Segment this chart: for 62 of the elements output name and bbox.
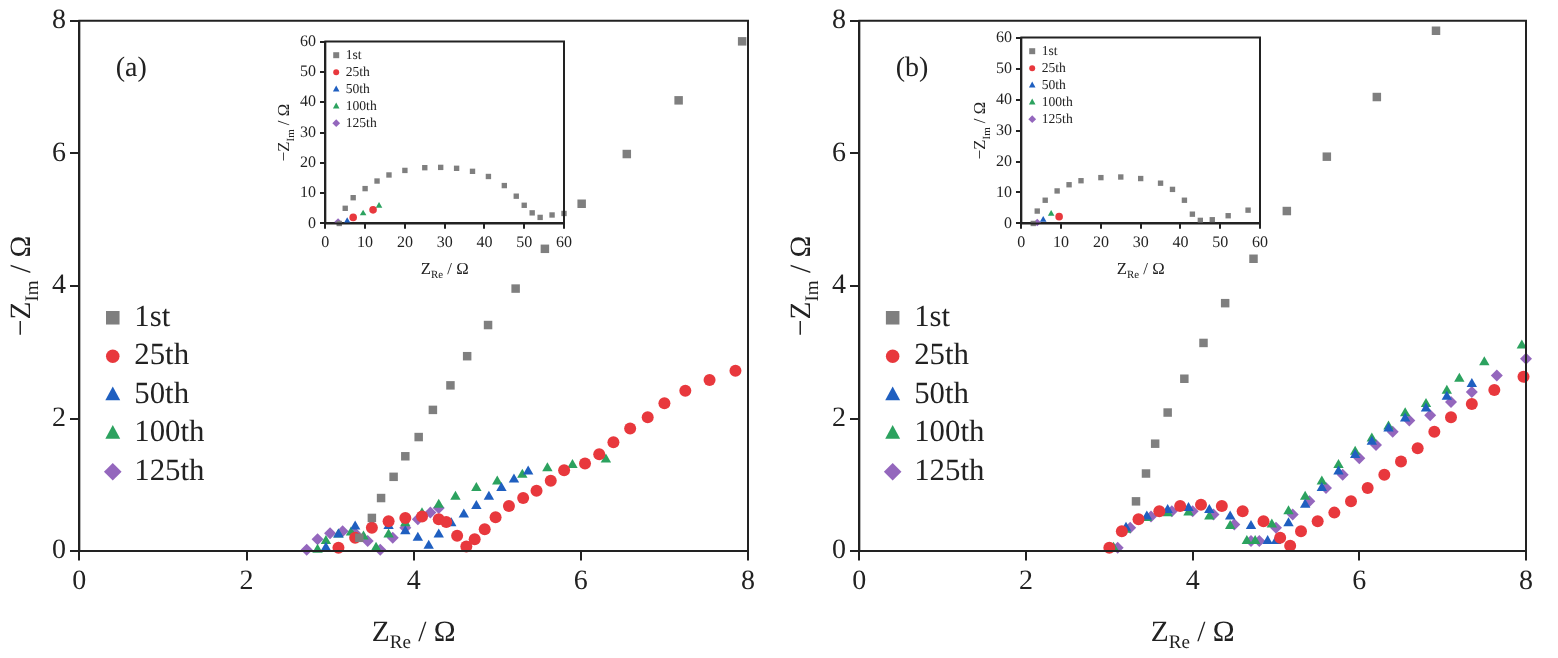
legend-label: 100th (134, 415, 206, 450)
x-tick-label: 50 (516, 232, 533, 251)
y-tick-label: 6 (832, 138, 846, 169)
annotation: (a) (115, 53, 148, 84)
y-tick-label: 10 (300, 183, 316, 202)
x-tick-label: 30 (1132, 232, 1149, 251)
y-tick-label: 4 (832, 271, 846, 302)
x-tick-label: 10 (357, 232, 374, 251)
x-tick-label: 8 (1519, 566, 1533, 597)
x-tick-label: 40 (476, 232, 493, 251)
y-tick-label: 2 (52, 403, 66, 434)
legend-label: 125th (914, 453, 985, 488)
y-tick-label: 8 (52, 6, 66, 37)
annotation: (b) (895, 53, 930, 84)
x-tick-label: 0 (1017, 232, 1026, 251)
legend-label: 1st (134, 299, 172, 334)
legend-label: 125th (134, 453, 206, 488)
y-tick-label: 20 (300, 153, 316, 172)
x-tick-label: 2 (1019, 566, 1033, 597)
x-tick-label: 0 (852, 566, 867, 597)
legend-label: 25th (914, 338, 970, 373)
x-tick-label: 20 (396, 232, 413, 251)
y-tick-label: 10 (996, 182, 1012, 201)
y-tick-label: 8 (832, 6, 846, 37)
x-tick-label: 30 (436, 232, 453, 251)
x-tick-label: 40 (1172, 232, 1189, 251)
y-tick-label: 30 (300, 122, 316, 141)
y-tick-label: 0 (832, 536, 846, 567)
x-tick-label: 4 (406, 566, 421, 597)
x-tick-label: 4 (1185, 566, 1200, 597)
legend-label: 50th (134, 376, 190, 411)
x-tick-label: 60 (556, 232, 572, 251)
y-tick-label: 4 (52, 271, 66, 302)
x-tick-label: 10 (1053, 232, 1070, 251)
legend-label: 50th (914, 376, 970, 411)
y-tick-label: 20 (996, 151, 1012, 170)
y-tick-label: 40 (300, 92, 316, 111)
y-tick-label: 60 (996, 27, 1012, 46)
x-tick-label: 6 (573, 566, 588, 597)
x-tick-label: 20 (1092, 232, 1109, 251)
x-tick-label: 2 (239, 566, 254, 597)
legend-label: 25th (134, 338, 190, 373)
y-tick-label: 0 (52, 536, 66, 567)
x-tick-label: 50 (1212, 232, 1229, 251)
y-tick-label: 6 (52, 138, 66, 169)
y-tick-label: 50 (300, 62, 316, 81)
x-tick-label: 6 (1352, 566, 1367, 597)
legend-label: 1st (914, 299, 952, 334)
legend-label: 100th (914, 415, 985, 450)
x-tick-label: 0 (321, 232, 330, 251)
y-tick-label: 2 (832, 403, 846, 434)
y-tick-label: 60 (300, 31, 316, 50)
y-axis-title: −ZIm / Ω (786, 235, 824, 337)
y-tick-label: 0 (1004, 213, 1012, 232)
y-axis-title: −ZIm / Ω (6, 235, 44, 337)
x-tick-label: 8 (741, 566, 755, 597)
x-tick-label: 60 (1252, 232, 1268, 251)
y-tick-label: 30 (996, 120, 1012, 139)
y-tick-label: 0 (308, 213, 316, 232)
y-tick-label: 40 (996, 89, 1012, 108)
x-tick-label: 0 (72, 566, 87, 597)
y-tick-label: 50 (996, 58, 1012, 77)
